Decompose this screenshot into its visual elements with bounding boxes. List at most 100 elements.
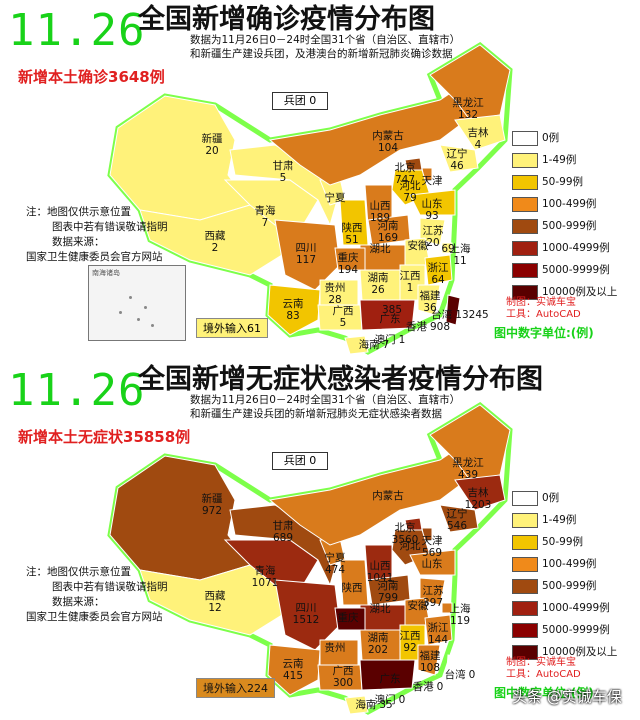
province-label: 新疆 20	[202, 133, 223, 157]
legend-label: 100-499例	[542, 198, 597, 210]
note-line: 图表中若有错误敬请指明	[52, 221, 168, 233]
asymptomatic-map-panel: 新疆 972 西藏 12 青海 1071 甘肃 689 宁夏 474 内蒙古 黑龙江 439 吉林 1203…	[0, 360, 640, 720]
province-name: 辽宁	[446, 508, 468, 520]
province-name: 重庆	[337, 252, 359, 264]
province-name: 山西	[369, 560, 391, 572]
province-count: 12	[208, 602, 222, 614]
legend-label: 0例	[542, 132, 560, 144]
province-count: 108	[419, 662, 441, 674]
province-region	[417, 644, 441, 676]
province-label: 山东 93	[422, 198, 443, 222]
province-region	[439, 504, 479, 533]
province-count: 7	[382, 339, 390, 351]
legend-label: 500-999例	[542, 580, 597, 592]
legend-swatch	[512, 557, 538, 572]
province-region	[409, 549, 456, 576]
legend-label: 1-49例	[542, 514, 577, 526]
province-label: 云南 83	[283, 298, 304, 322]
province-count: 4	[474, 139, 482, 151]
province-label: 湖北	[370, 603, 391, 615]
province-label: 辽宁 546	[447, 508, 468, 532]
province-label: 台湾 13245	[431, 309, 488, 321]
province-label: 上海 11	[450, 243, 471, 267]
province-name: 西藏	[204, 590, 226, 602]
legend-label: 100-499例	[542, 558, 597, 570]
province-label: 北京 747	[395, 162, 416, 186]
province-count: 3560	[391, 534, 419, 546]
province-label: 黑龙江 439	[452, 457, 484, 481]
province-label: 重庆 194	[338, 252, 359, 276]
province-count: 300	[332, 677, 354, 689]
watermark: 头条 @实诚车保	[512, 688, 622, 706]
province-label: 广东	[380, 313, 401, 325]
province-label: 湖北	[370, 243, 391, 255]
province-label: 安徽	[408, 240, 429, 252]
province-label: 广东	[380, 673, 401, 685]
date-label: 11.26	[8, 5, 146, 56]
province-name: 贵州	[324, 642, 346, 654]
subtitle-line2: 和新疆生产建设兵团，及港澳台的新增新冠肺炎确诊数据	[190, 48, 453, 60]
province-count: 79	[403, 192, 417, 204]
province-region	[454, 474, 506, 511]
legend-label: 50-99例	[542, 176, 584, 188]
province-name: 江西	[399, 630, 421, 642]
province-count: 546	[446, 520, 468, 532]
province-label: 浙江 64	[428, 262, 449, 286]
province-name: 台湾	[444, 669, 466, 681]
legend-label: 5000-9999例	[542, 624, 610, 636]
province-label: 澳门 0	[375, 694, 406, 706]
south-china-sea-inset: 南海诸岛	[88, 265, 186, 341]
legend-swatch	[512, 197, 538, 212]
province-count: 439	[457, 469, 479, 481]
province-name: 陕西	[341, 222, 363, 234]
province-label: 河北	[400, 540, 421, 552]
province-count: 1041	[366, 572, 394, 584]
province-label: 上海 119	[450, 603, 471, 627]
credit-tool: 工具：AutoCAD	[506, 309, 581, 320]
province-count: 28	[328, 294, 342, 306]
province-count: 7	[261, 217, 269, 229]
province-region	[441, 242, 453, 254]
province-label: 辽宁 46	[447, 148, 468, 172]
province-label: 内蒙古 104	[372, 130, 404, 154]
province-count: 0	[398, 694, 406, 706]
credit: 制图：实诚车宝 工具：AutoCAD	[506, 297, 581, 321]
province-count: 397	[422, 597, 444, 609]
province-count: 11	[453, 255, 467, 267]
province-name: 吉林	[467, 127, 489, 139]
province-count: 0	[436, 681, 444, 693]
province-count: 51	[345, 234, 359, 246]
province-name: 广西	[332, 665, 354, 677]
province-label: 福建 108	[420, 650, 441, 674]
province-label: 山西 189	[370, 200, 391, 224]
province-label: 黑龙江 132	[452, 97, 484, 121]
province-name: 香港	[412, 681, 434, 693]
province-label: 山东	[422, 558, 443, 570]
province-name: 福建	[419, 290, 441, 302]
province-label: 北京 3560	[392, 522, 419, 546]
province-name: 河南	[377, 580, 399, 592]
legend-swatch	[512, 219, 538, 234]
province-region	[439, 144, 479, 173]
province-label: 澳门 1	[375, 334, 406, 346]
province-name: 云南	[282, 658, 304, 670]
province-name: 海南	[358, 339, 380, 351]
province-name: 四川	[295, 242, 317, 254]
province-label: 甘肃 5	[273, 160, 294, 184]
province-label: 安徽	[408, 600, 429, 612]
province-label: 山西 1041	[367, 560, 394, 584]
subtitle-line2: 和新疆生产建设兵团的新增新冠肺炎无症状感染者数据	[190, 408, 442, 420]
province-count: 747	[394, 174, 416, 186]
province-count: 92	[403, 642, 417, 654]
province-count: 20	[205, 145, 219, 157]
province-count: 689	[272, 532, 294, 544]
province-name: 福建	[419, 650, 441, 662]
legend-swatch	[512, 285, 538, 300]
province-label: 广西 300	[333, 665, 354, 689]
province-label: 385	[382, 304, 402, 316]
province-count: 5	[279, 172, 287, 184]
province-region	[445, 294, 461, 326]
province-region	[454, 114, 506, 151]
province-count: 35	[379, 699, 393, 711]
province-name: 澳门	[374, 694, 396, 706]
